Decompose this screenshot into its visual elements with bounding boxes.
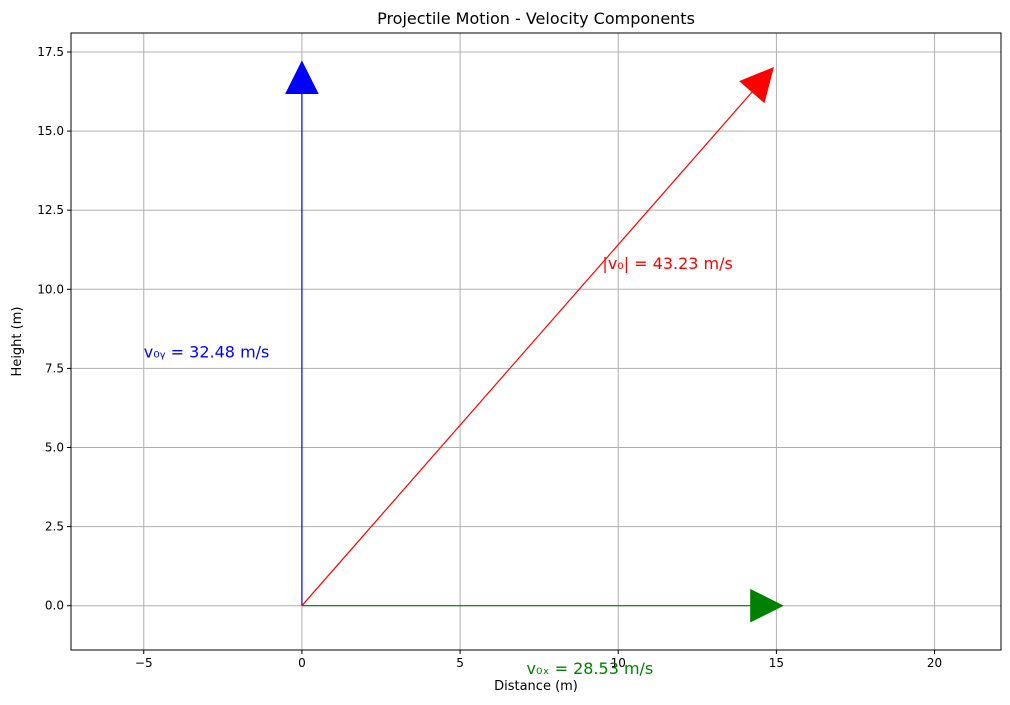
y-tick-label: 7.5 [45, 361, 64, 375]
x-tick-label: 20 [927, 656, 942, 670]
axes-frame [70, 32, 1002, 651]
x-tick-label: 10 [611, 656, 626, 670]
chart-title: Projectile Motion - Velocity Components [377, 9, 695, 28]
y-tick-label: 10.0 [37, 282, 64, 296]
x-tick-label: 15 [769, 656, 784, 670]
y-tick-label: 5.0 [45, 440, 64, 454]
velocity-vectors [285, 60, 784, 623]
horizontal-vector-label: v₀ₓ = 28.53 m/s [527, 659, 654, 678]
axis-ticks: −5 0 5 10 15 20 0.0 2.5 5.0 7.5 10.0 12.5 15.0 17.5 [37, 45, 942, 670]
horizontal-vector-arrowhead [750, 588, 784, 623]
grid-lines [71, 33, 1001, 650]
vertical-vector-label: v₀ᵧ = 32.48 m/s [144, 343, 270, 362]
y-axis-label: Height (m) [10, 307, 25, 377]
y-tick-label: 15.0 [37, 124, 64, 138]
y-tick-label: 0.0 [45, 599, 64, 613]
x-tick-label: −5 [135, 656, 153, 670]
vertical-vector-arrowhead [285, 60, 319, 94]
y-tick-label: 12.5 [37, 203, 64, 217]
x-axis-label: Distance (m) [494, 679, 578, 694]
y-tick-label: 17.5 [37, 45, 64, 59]
x-tick-label: 5 [456, 656, 464, 670]
resultant-vector-shaft [301, 91, 753, 607]
y-tick-label: 2.5 [45, 520, 64, 534]
resultant-vector-arrowhead [739, 66, 774, 104]
x-tick-label: 0 [298, 656, 306, 670]
vector-labels: v₀ᵧ = 32.48 m/s v₀ₓ = 28.53 m/s |v₀| = 43.… [144, 254, 733, 678]
resultant-vector-label: |v₀| = 43.23 m/s [602, 254, 732, 273]
